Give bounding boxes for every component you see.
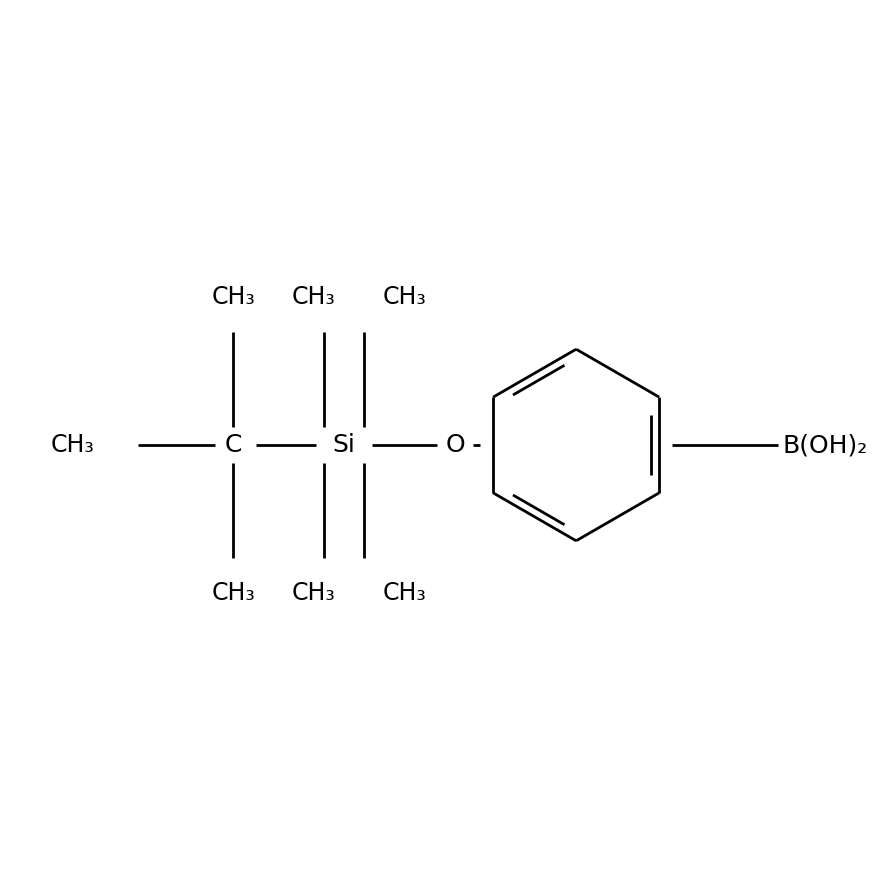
Text: B(OH)₂: B(OH)₂: [783, 433, 868, 457]
Text: CH₃: CH₃: [292, 581, 336, 605]
Text: CH₃: CH₃: [212, 581, 255, 605]
Text: CH₃: CH₃: [292, 285, 336, 309]
Text: C: C: [224, 433, 242, 457]
Text: CH₃: CH₃: [383, 581, 426, 605]
Text: CH₃: CH₃: [50, 433, 94, 457]
Text: CH₃: CH₃: [383, 285, 426, 309]
Text: Si: Si: [333, 433, 356, 457]
Text: CH₃: CH₃: [212, 285, 255, 309]
Text: O: O: [445, 433, 465, 457]
